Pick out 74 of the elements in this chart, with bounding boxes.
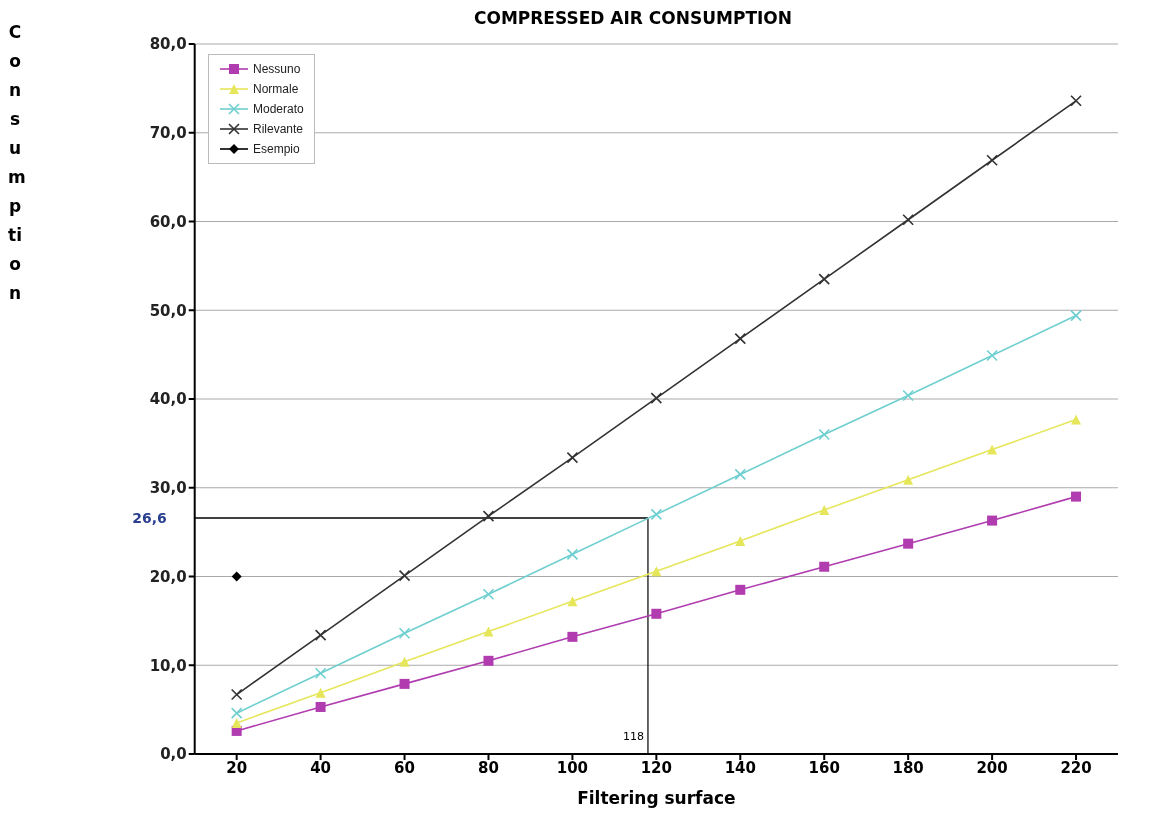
point xyxy=(230,707,243,719)
x-tick-label: 100 xyxy=(556,758,589,777)
ref-line-label: 26,6 xyxy=(132,509,167,526)
point xyxy=(1071,491,1082,502)
point xyxy=(399,678,410,689)
x-tick-label: 160 xyxy=(808,758,840,777)
point xyxy=(902,389,914,402)
y-tick-label: 0,0 xyxy=(160,745,187,764)
y-tick-label: 20,0 xyxy=(149,567,187,586)
legend-label: Esempio xyxy=(253,142,300,156)
legend-label: Moderato xyxy=(253,102,304,116)
y-tick-label: 70,0 xyxy=(149,124,187,143)
point xyxy=(734,332,747,345)
point xyxy=(903,538,914,549)
point xyxy=(230,688,243,701)
point xyxy=(567,631,578,642)
x-tick-label: 140 xyxy=(724,758,756,777)
point xyxy=(315,687,326,698)
y-tick-label: 30,0 xyxy=(149,479,187,498)
x-tick-label: 60 xyxy=(394,758,415,777)
point xyxy=(314,667,327,680)
legend-label: Rilevante xyxy=(253,122,304,136)
x-tick-label: 20 xyxy=(226,758,248,777)
y-tick-label: 50,0 xyxy=(149,301,187,320)
point xyxy=(651,608,662,619)
point xyxy=(651,566,662,577)
point xyxy=(398,627,411,640)
legend-label: Normale xyxy=(253,82,299,96)
point xyxy=(986,349,998,362)
x-axis-title: Filtering surface xyxy=(577,788,736,808)
point xyxy=(566,451,579,464)
point xyxy=(735,584,746,595)
point xyxy=(399,656,410,667)
point xyxy=(482,510,495,522)
point xyxy=(819,504,830,515)
point xyxy=(482,588,495,601)
y-tick-label: 60,0 xyxy=(149,212,187,231)
point xyxy=(650,392,663,404)
point xyxy=(314,629,327,641)
point xyxy=(819,561,830,572)
x-tick-label: 80 xyxy=(478,758,499,777)
point xyxy=(818,428,831,441)
ref-line-label: 118 xyxy=(622,730,644,743)
point xyxy=(735,536,746,546)
point xyxy=(483,655,494,666)
y-tick-label: 80,0 xyxy=(149,35,187,54)
point xyxy=(650,508,663,521)
point xyxy=(903,474,914,485)
y-tick-label: 40,0 xyxy=(149,390,187,409)
x-tick-label: 180 xyxy=(892,758,924,777)
legend-label: Nessuno xyxy=(253,62,301,76)
x-tick-label: 200 xyxy=(976,758,1008,777)
point xyxy=(987,444,998,455)
point xyxy=(818,273,831,285)
point xyxy=(231,571,242,582)
point xyxy=(1070,309,1082,322)
x-tick-label: 40 xyxy=(310,758,332,777)
y-tick-label: 10,0 xyxy=(149,656,187,675)
point xyxy=(1071,414,1082,425)
point xyxy=(987,515,998,526)
chart-title: COMPRESSED AIR CONSUMPTION xyxy=(473,8,793,28)
point xyxy=(315,701,326,712)
point xyxy=(483,626,494,637)
point xyxy=(398,569,411,582)
point xyxy=(986,154,998,167)
text: Consumption xyxy=(8,22,26,303)
point xyxy=(902,213,914,226)
point xyxy=(231,717,242,728)
x-tick-label: 120 xyxy=(640,758,673,777)
point xyxy=(566,548,579,561)
point xyxy=(1070,95,1082,107)
x-tick-label: 220 xyxy=(1060,758,1092,777)
point xyxy=(567,596,578,607)
point xyxy=(734,468,747,481)
